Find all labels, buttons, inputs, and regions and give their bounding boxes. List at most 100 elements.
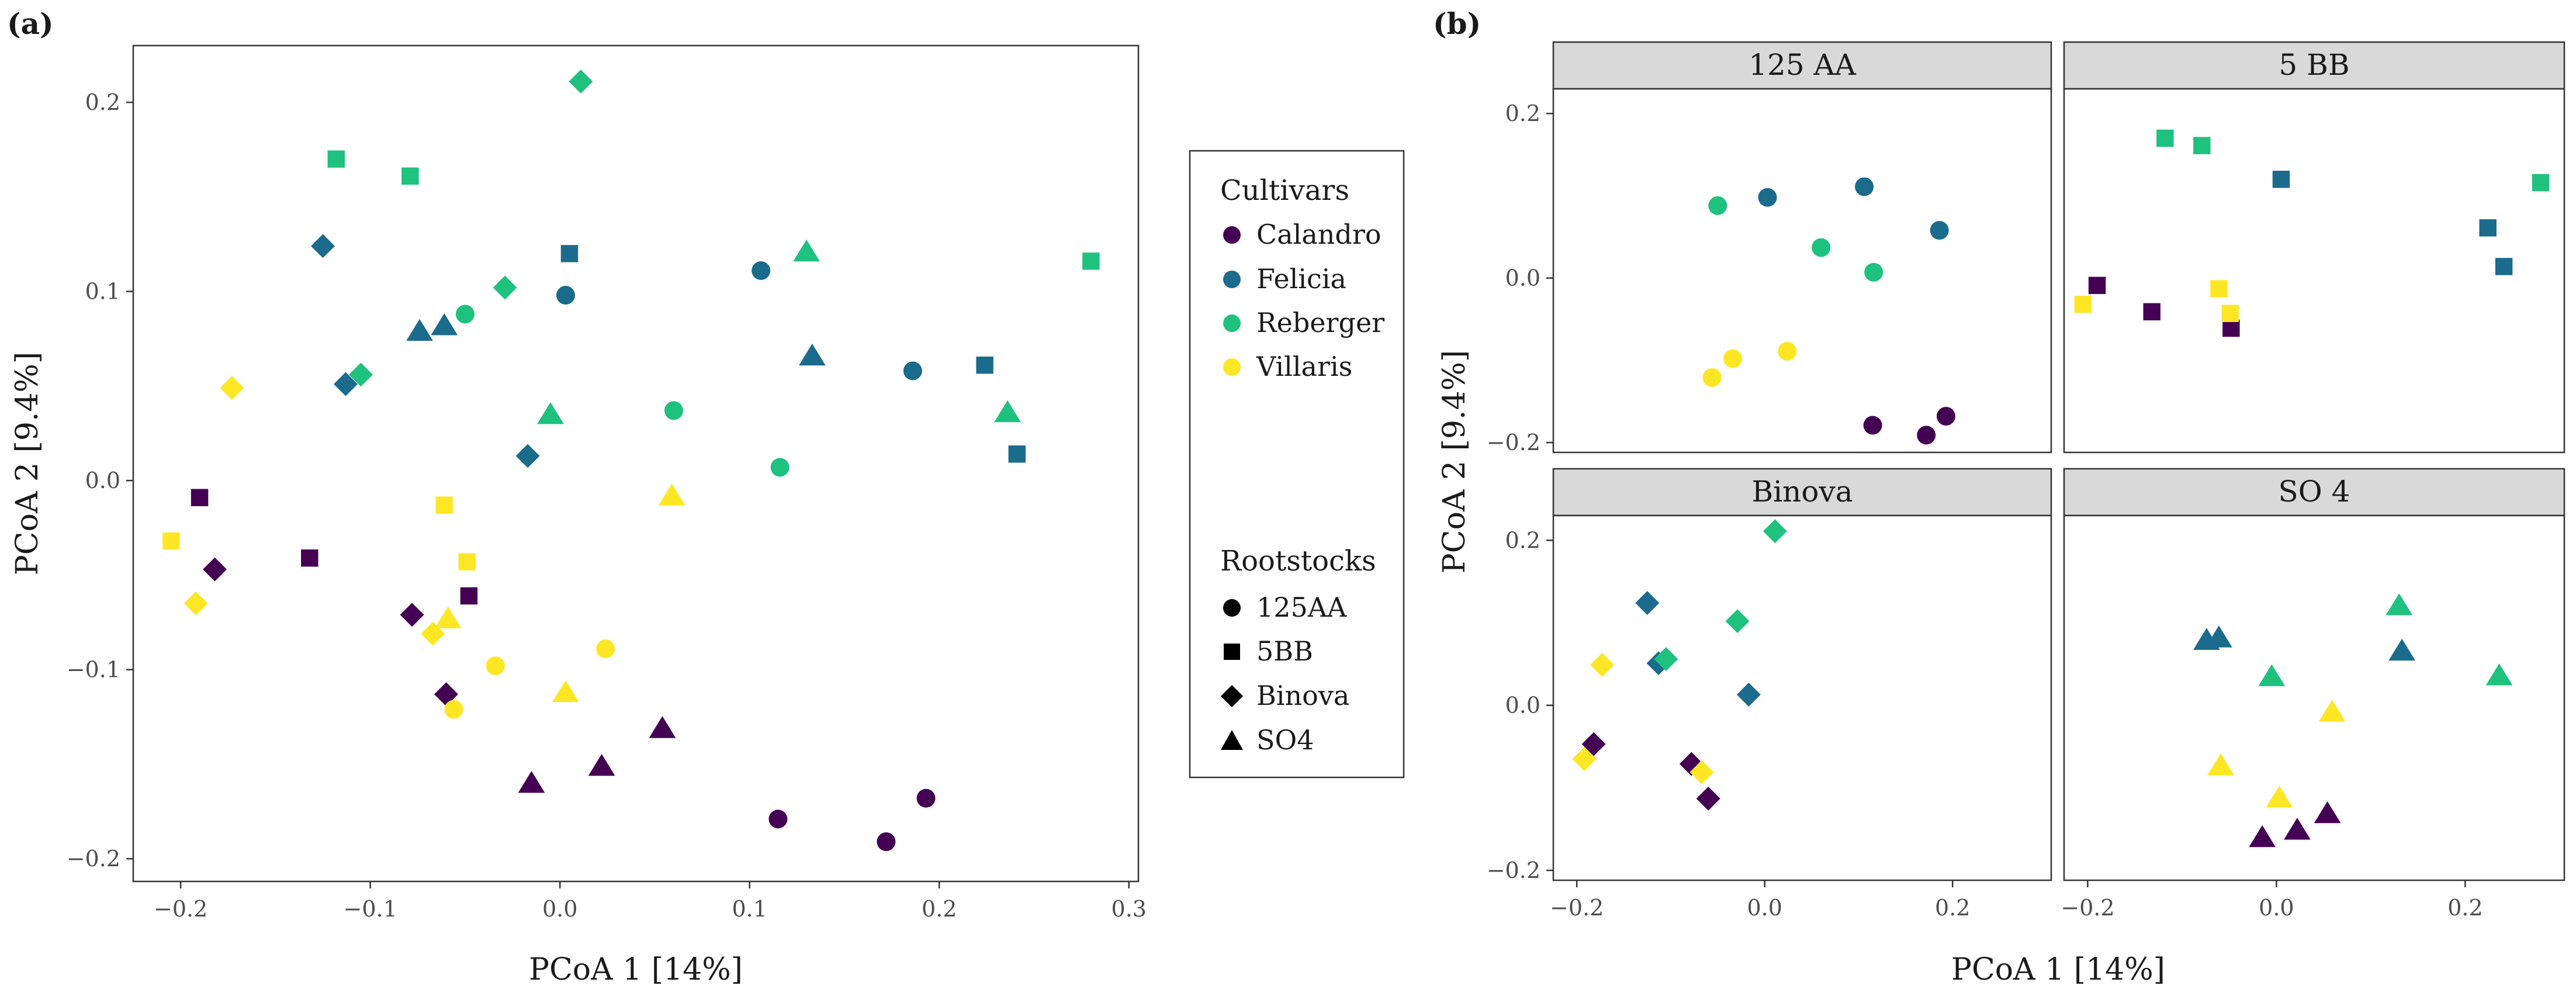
facet-point-felicia-binova [1635,591,1660,615]
facet-5bb: 5 BB [2063,41,2565,454]
data-point-calandro-5bb [191,489,209,506]
data-point-calandro-125aa [916,788,936,808]
panel-a-axis-ticks: −0.2 −0.1 0.0 0.1 0.2 0.3 −0.2 −0.1 0.0 0.1 0.2 [67,89,1147,922]
facet-point-calandro-binova [1696,786,1720,811]
data-point-felicia-125aa [752,261,771,280]
facet-point-reberger-5bb [2156,129,2174,147]
panel-a-x-tick-label: 0.3 [1112,896,1147,922]
data-point-felicia-binova [515,444,540,468]
legend-cultivars-title: Cultivars [1220,174,1349,207]
data-point-felicia-125aa [556,286,575,305]
data-point-reberger-binova [348,362,373,387]
panel-b-label: (b) [1433,6,1481,41]
data-point-felicia-binova [333,372,358,396]
data-point-reberger-5bb [401,167,419,185]
panel-b-points [1572,129,2550,848]
facet-point-reberger-125aa [1708,196,1727,215]
facet-y-tick-label: −0.2 [1487,857,1540,883]
data-point-villaris-binova [421,621,445,646]
legend-cultivar-reberger: Reberger [1223,307,1384,338]
legend-cultivar-felicia: Felicia [1223,263,1346,295]
panel-a-label: (a) [7,6,54,41]
legend-swatch-calandro [1223,226,1241,244]
facet-point-felicia-125aa [1855,177,1874,196]
facet-125aa: 125 AA [1552,41,2052,454]
facet-point-reberger-binova [1725,609,1750,634]
facet-binova: Binova [1552,468,2052,881]
legend-label-so4: SO4 [1256,724,1314,756]
facet-point-reberger-125aa [1864,262,1883,282]
facet-point-villaris-5bb [2210,280,2228,298]
data-point-calandro-binova [434,682,458,707]
panel-a-x-tick-label: 0.2 [922,896,957,922]
facet-point-felicia-binova [1736,682,1761,707]
legend-label-5bb: 5BB [1256,635,1313,667]
data-point-reberger-5bb [327,150,345,168]
legend-rootstock-5bb: 5BB [1224,635,1313,667]
data-point-villaris-5bb [435,496,453,514]
legend: Cultivars Calandro Felicia Reberger Vill… [1189,150,1405,779]
panel-a-x-tick-label: 0.1 [732,896,767,922]
legend-rootstock-so4: SO4 [1221,724,1314,756]
facet-strip-so4 [2063,468,2565,517]
data-point-felicia-so4 [406,319,433,341]
data-point-villaris-125aa [444,700,463,719]
panel-a-y-tick-label: 0.0 [85,468,120,493]
legend-label-125aa: 125AA [1256,592,1347,623]
data-point-reberger-binova [569,69,593,94]
data-point-reberger-125aa [770,458,790,477]
facet-point-reberger-5bb [2532,174,2550,192]
panel-a-y-tick-label: −0.2 [67,846,120,872]
data-point-reberger-so4 [994,400,1021,423]
panel-a-x-axis-title: PCoA 1 [14%] [529,952,743,987]
legend-swatch-villaris [1223,358,1241,376]
facet-y-tick-label: 0.0 [1505,693,1540,718]
facet-point-villaris-so4 [2266,786,2293,808]
facet-strip-binova [1552,468,2052,517]
square-icon [1224,644,1240,660]
diamond-icon [1221,685,1243,707]
data-point-calandro-binova [203,557,227,582]
data-point-villaris-125aa [486,656,505,676]
facet-point-felicia-so4 [2205,625,2232,648]
legend-label-villaris: Villaris [1256,351,1352,382]
facet-point-villaris-125aa [1723,349,1743,368]
facet-point-calandro-binova [1679,752,1704,776]
legend-rootstocks-title: Rootstocks [1220,545,1376,577]
panel-b-y-axis-title: PCoA 2 [9.4%] [1437,350,1472,573]
facet-point-calandro-5bb [2088,276,2106,295]
data-point-calandro-125aa [877,832,896,852]
panel-b-axis-ticks: −0.2 0.0 0.2 −0.2 0.0 0.2 −0.2 0.0 0.2 −0.2 0.0 0.2 [1487,101,2483,921]
data-point-villaris-5bb [162,532,180,550]
facet-point-reberger-125aa [1812,238,1831,257]
data-point-reberger-5bb [1082,253,1100,270]
facet-point-villaris-125aa [1702,368,1722,387]
data-point-villaris-binova [183,591,208,615]
legend-label-binova: Binova [1256,680,1349,711]
facet-point-calandro-so4 [2284,818,2311,840]
facet-point-reberger-so4 [2385,593,2413,615]
data-point-villaris-binova [220,376,244,400]
facet-point-villaris-so4 [2207,753,2234,776]
panel-a-y-tick-label: −0.1 [67,657,120,683]
facet-x-tick-label: −0.2 [1550,895,1604,921]
panel-a-x-tick-label: −0.1 [344,896,397,922]
facet-point-reberger-binova [1763,519,1787,544]
data-point-felicia-binova [311,234,335,258]
triangle-icon [1221,730,1243,750]
data-point-reberger-125aa [664,401,683,420]
facet-point-reberger-binova [1654,647,1678,672]
facet-point-felicia-125aa [1758,188,1777,207]
facet-point-calandro-binova [1581,732,1606,756]
data-point-calandro-5bb [301,549,318,567]
legend-label-calandro: Calandro [1256,219,1382,250]
facet-title-5bb: 5 BB [2279,48,2349,82]
facet-point-calandro-125aa [1863,416,1882,435]
panel-a-x-tick-label: 0.0 [542,896,577,922]
facet-x-tick-label: 0.0 [1747,895,1782,921]
facet-plot-area-5bb [2063,88,2565,454]
data-point-calandro-so4 [649,716,676,738]
facet-y-tick-label: 0.2 [1505,101,1540,126]
legend-swatch-reberger [1223,314,1241,332]
